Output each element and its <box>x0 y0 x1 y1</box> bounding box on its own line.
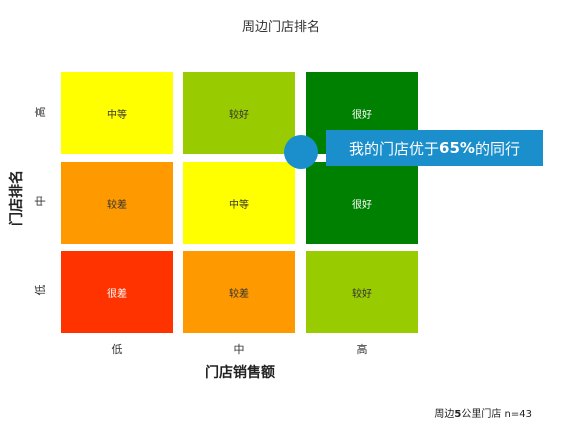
heatmap-cell-r2-c0: 很差 <box>61 251 173 333</box>
heatmap-cell-r1-c2: 很好 <box>306 162 418 244</box>
footnote-middle: 公里门店 <box>461 409 505 420</box>
x-tick-low: 低 <box>111 343 123 356</box>
heatmap-cell-r0-c1: 较好 <box>183 72 295 154</box>
callout-prefix: 我的门店优于 <box>349 139 440 158</box>
y-tick-mid: 中 <box>34 195 47 207</box>
x-tick-high: 高 <box>356 343 368 356</box>
footnote-prefix: 周边 <box>434 409 455 420</box>
callout-value: 65% <box>439 139 475 157</box>
y-axis-label: 门店排名 <box>9 170 25 226</box>
heatmap-cell-r1-c1: 中等 <box>183 162 295 244</box>
footnote-count: n=43 <box>504 409 532 420</box>
y-tick-low: 低 <box>34 284 47 296</box>
heatmap-cell-r0-c0: 中等 <box>61 72 173 154</box>
x-tick-mid: 中 <box>233 343 245 356</box>
heatmap-cell-r2-c2: 较好 <box>306 251 418 333</box>
my-store-marker <box>284 135 318 169</box>
my-store-callout: 我的门店优于 65% 的同行 <box>326 130 543 166</box>
heatmap-cell-r1-c0: 较差 <box>61 162 173 244</box>
y-tick-high: 高 <box>34 106 47 118</box>
heatmap-cell-r2-c1: 较差 <box>183 251 295 333</box>
chart-title: 周边门店排名 <box>241 20 320 35</box>
x-axis-label: 门店销售额 <box>205 365 275 381</box>
footnote: 周边5公里门店 n=43 <box>434 405 532 420</box>
footnote-number: 5 <box>454 409 462 420</box>
callout-suffix: 的同行 <box>474 139 520 158</box>
